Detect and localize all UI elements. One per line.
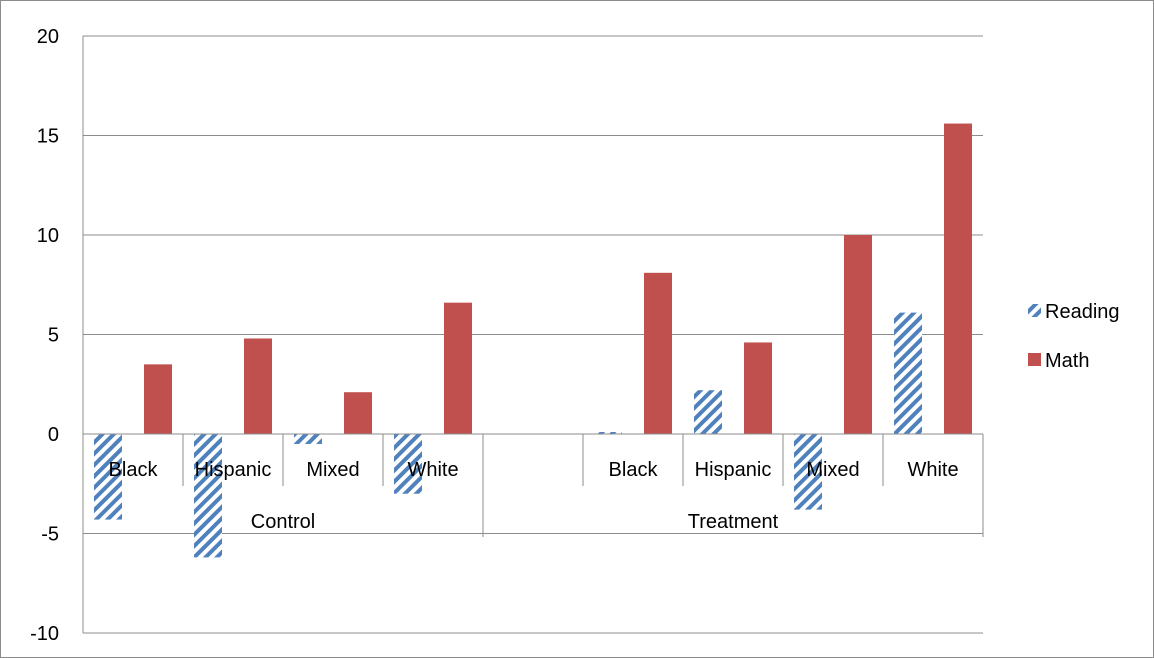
group-label: Control	[251, 511, 315, 533]
y-axis-tick-labels: 20 15 10 5 0 -5 -10	[30, 26, 59, 645]
y-tick-label: 20	[37, 26, 59, 48]
category-label: White	[407, 459, 458, 481]
bars	[94, 123, 972, 558]
category-label: White	[907, 459, 958, 481]
y-tick-label: 15	[37, 126, 59, 148]
group-label: Treatment	[688, 511, 779, 533]
category-label: Mixed	[806, 459, 859, 481]
math-bar	[644, 272, 672, 434]
category-label: Black	[109, 459, 159, 481]
category-label: Black	[609, 459, 659, 481]
reading-bar	[694, 390, 722, 434]
math-bar	[244, 338, 272, 434]
category-label: Mixed	[306, 459, 359, 481]
reading-bar	[794, 434, 822, 510]
reading-bar	[894, 312, 922, 434]
y-tick-label: -5	[41, 524, 59, 546]
legend-swatch-reading	[1028, 304, 1041, 317]
legend-label-reading: Reading	[1045, 301, 1120, 323]
category-label: Hispanic	[695, 459, 772, 481]
math-bar	[744, 342, 772, 434]
legend-label-math: Math	[1045, 350, 1089, 372]
reading-bar	[594, 432, 622, 434]
math-bar	[844, 235, 872, 434]
category-axis: Black Hispanic Mixed White Black Hispanic Mixe…	[82, 433, 984, 537]
math-bar	[944, 123, 972, 434]
reading-bar	[194, 434, 222, 558]
math-bar	[444, 302, 472, 434]
y-tick-label: 5	[48, 325, 59, 347]
reading-bar	[94, 434, 122, 520]
reading-bar	[394, 434, 422, 494]
category-label: Hispanic	[195, 459, 272, 481]
y-tick-label: 10	[37, 225, 59, 247]
reading-bar	[294, 434, 322, 444]
legend-swatch-math	[1028, 353, 1041, 366]
legend: Reading Math	[1028, 301, 1120, 372]
math-bar	[144, 364, 172, 434]
y-tick-label: 0	[48, 424, 59, 446]
math-bar	[344, 392, 372, 434]
y-tick-label: -10	[30, 623, 59, 645]
